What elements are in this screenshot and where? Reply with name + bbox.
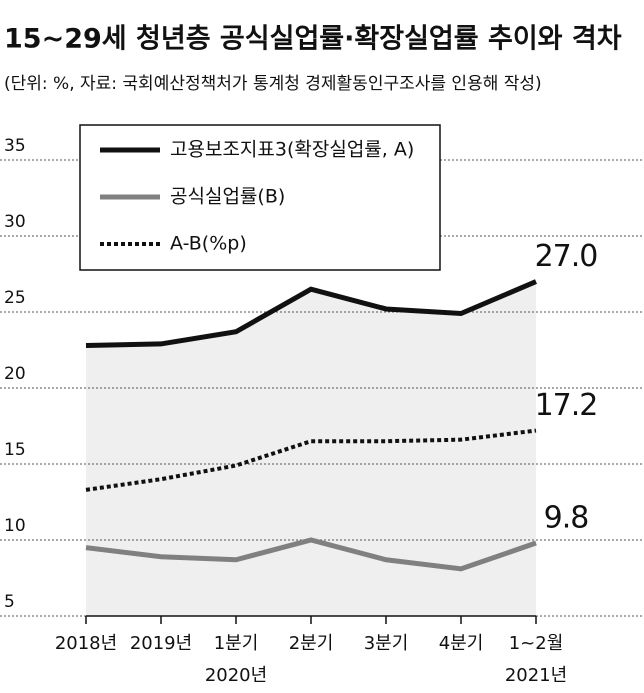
y-tick-label: 35 (4, 136, 26, 156)
y-tick-label: 15 (4, 440, 26, 460)
x-tick-label: 2분기 (289, 633, 334, 654)
legend-label: 공식실업률(B) (170, 186, 285, 208)
x-group-label: 2020년 (205, 665, 267, 686)
legend-label: A-B(%p) (170, 233, 247, 255)
y-tick-label: 5 (4, 592, 15, 612)
series-line (85, 279, 537, 348)
x-tick-label: 1~2월 (509, 633, 564, 654)
x-tick-label: 3분기 (364, 633, 409, 654)
value-label: 9.8 (544, 501, 589, 536)
value-label: 17.2 (535, 388, 598, 423)
x-tick-label: 1분기 (214, 633, 259, 654)
x-tick-label: 2018년 (55, 633, 117, 654)
legend-label: 고용보조지표3(확장실업률, A) (170, 139, 414, 161)
y-tick-label: 25 (4, 288, 26, 308)
value-label: 27.0 (535, 239, 598, 274)
x-tick-label: 4분기 (439, 633, 484, 654)
chart-subtitle: (단위: %, 자료: 국회예산정책처가 통계청 경제활동인구조사를 인용해 작… (4, 74, 542, 94)
series-line (85, 428, 537, 492)
y-tick-label: 10 (4, 516, 26, 536)
series-line (85, 537, 537, 572)
y-tick-label: 20 (4, 364, 26, 384)
x-group-label: 2021년 (505, 665, 567, 686)
y-tick-label: 30 (4, 212, 26, 232)
x-tick-label: 2019년 (130, 633, 192, 654)
area (86, 281, 536, 616)
chart-title: 15~29세 청년층 공식실업률·확장실업률 추이와 격차 (4, 24, 622, 55)
